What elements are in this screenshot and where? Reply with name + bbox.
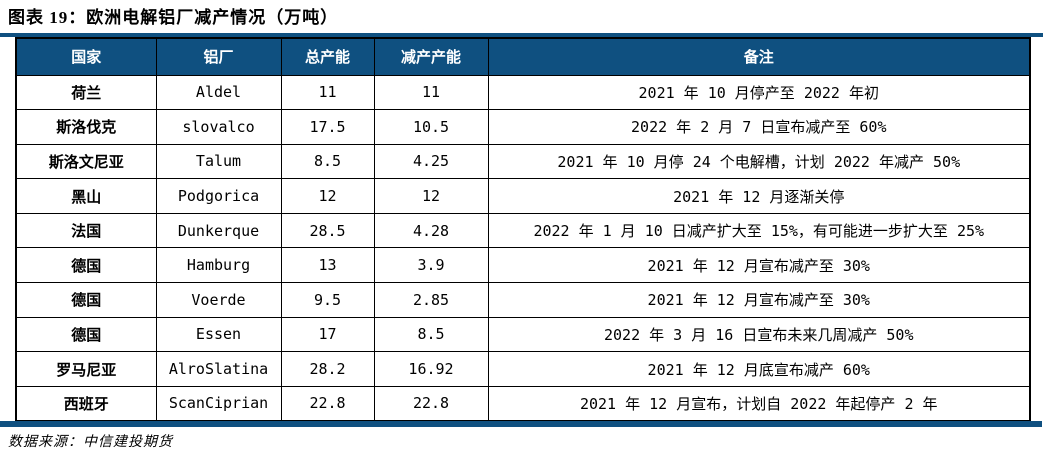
cell-country: 德国	[15, 282, 157, 318]
cell-plant: Hamburg	[155, 247, 282, 284]
cell-plant: Aldel	[155, 74, 282, 111]
table-row: 黑山 Podgorica 12 12 2021 年 12 月逐渐关停	[15, 178, 1031, 214]
cell-plant: Voerde	[155, 282, 282, 318]
table-body: 荷兰 Aldel 11 11 2021 年 10 月停产至 2022 年初 斯洛伐克 slo…	[15, 74, 1031, 422]
cell-remark: 2021 年 12 月底宣布减产 60%	[487, 351, 1031, 387]
cell-plant: AlroSlatina	[155, 351, 282, 387]
cell-reduced-capacity: 12	[373, 178, 489, 214]
cell-country: 罗马尼亚	[15, 351, 157, 387]
cell-plant: Dunkerque	[155, 212, 282, 249]
cell-plant: Podgorica	[155, 178, 282, 214]
table-row: 德国 Hamburg 13 3.9 2021 年 12 月宣布减产至 30%	[15, 247, 1031, 284]
cell-remark: 2022 年 2 月 7 日宣布减产至 60%	[487, 109, 1031, 145]
header-row: 国家 铝厂 总产能 减产产能 备注	[15, 37, 1031, 76]
data-source-note: 数据来源：中信建投期货	[8, 435, 173, 450]
cell-country: 斯洛伐克	[15, 109, 157, 145]
table-row: 西班牙 ScanCiprian 22.8 22.8 2021 年 12 月宣布，计划自 …	[15, 385, 1031, 422]
table-row: 荷兰 Aldel 11 11 2021 年 10 月停产至 2022 年初	[15, 74, 1031, 111]
cell-reduced-capacity: 11	[373, 74, 489, 111]
cell-total-capacity: 17	[280, 316, 375, 353]
cell-country: 西班牙	[15, 385, 157, 422]
cell-total-capacity: 22.8	[280, 385, 375, 422]
cell-total-capacity: 9.5	[280, 282, 375, 318]
cell-reduced-capacity: 8.5	[373, 316, 489, 353]
cell-total-capacity: 12	[280, 178, 375, 214]
cell-remark: 2021 年 12 月宣布，计划自 2022 年起停产 2 年	[487, 385, 1031, 422]
col-header-plant: 铝厂	[155, 37, 282, 76]
col-header-country: 国家	[15, 37, 157, 76]
table-row: 法国 Dunkerque 28.5 4.28 2022 年 1 月 10 日减产扩大至 …	[15, 212, 1031, 249]
cell-reduced-capacity: 4.25	[373, 143, 489, 180]
cell-total-capacity: 28.2	[280, 351, 375, 387]
cell-remark: 2021 年 12 月宣布减产至 30%	[487, 247, 1031, 284]
figure-title: 图表 19：欧洲电解铝厂减产情况（万吨）	[8, 8, 339, 27]
cell-country: 荷兰	[15, 74, 157, 111]
cell-remark: 2022 年 3 月 16 日宣布未来几周减产 50%	[487, 316, 1031, 353]
cell-total-capacity: 17.5	[280, 109, 375, 145]
cell-plant: Essen	[155, 316, 282, 353]
cell-country: 德国	[15, 247, 157, 284]
cell-remark: 2022 年 1 月 10 日减产扩大至 15%，有可能进一步扩大至 25%	[487, 212, 1031, 249]
cell-country: 德国	[15, 316, 157, 353]
cell-plant: Talum	[155, 143, 282, 180]
table-row: 罗马尼亚 AlroSlatina 28.2 16.92 2021 年 12 月底宣布减产…	[15, 351, 1031, 387]
cell-total-capacity: 11	[280, 74, 375, 111]
cell-plant: slovalco	[155, 109, 282, 145]
cell-total-capacity: 8.5	[280, 143, 375, 180]
cell-reduced-capacity: 2.85	[373, 282, 489, 318]
top-rule	[0, 33, 1043, 37]
reduction-table: 国家 铝厂 总产能 减产产能 备注 荷兰 Aldel 11 11 2021 年 10 月…	[15, 37, 1031, 422]
cell-country: 法国	[15, 212, 157, 249]
col-header-total-capacity: 总产能	[280, 37, 375, 76]
bottom-rule	[0, 421, 1042, 427]
table-row: 斯洛文尼亚 Talum 8.5 4.25 2021 年 10 月停 24 个电解槽，计划…	[15, 143, 1031, 180]
cell-total-capacity: 28.5	[280, 212, 375, 249]
cell-reduced-capacity: 10.5	[373, 109, 489, 145]
cell-remark: 2021 年 12 月逐渐关停	[487, 178, 1031, 214]
cell-reduced-capacity: 16.92	[373, 351, 489, 387]
cell-remark: 2021 年 10 月停产至 2022 年初	[487, 74, 1031, 111]
col-header-reduced-capacity: 减产产能	[373, 37, 489, 76]
col-header-remark: 备注	[487, 37, 1031, 76]
cell-country: 斯洛文尼亚	[15, 143, 157, 180]
cell-remark: 2021 年 10 月停 24 个电解槽，计划 2022 年减产 50%	[487, 143, 1031, 180]
cell-reduced-capacity: 4.28	[373, 212, 489, 249]
table-row: 德国 Voerde 9.5 2.85 2021 年 12 月宣布减产至 30%	[15, 282, 1031, 318]
table-row: 德国 Essen 17 8.5 2022 年 3 月 16 日宣布未来几周减产 50%	[15, 316, 1031, 353]
cell-total-capacity: 13	[280, 247, 375, 284]
cell-reduced-capacity: 22.8	[373, 385, 489, 422]
table-row: 斯洛伐克 slovalco 17.5 10.5 2022 年 2 月 7 日宣布减产至 …	[15, 109, 1031, 145]
cell-country: 黑山	[15, 178, 157, 214]
cell-reduced-capacity: 3.9	[373, 247, 489, 284]
cell-plant: ScanCiprian	[155, 385, 282, 422]
cell-remark: 2021 年 12 月宣布减产至 30%	[487, 282, 1031, 318]
